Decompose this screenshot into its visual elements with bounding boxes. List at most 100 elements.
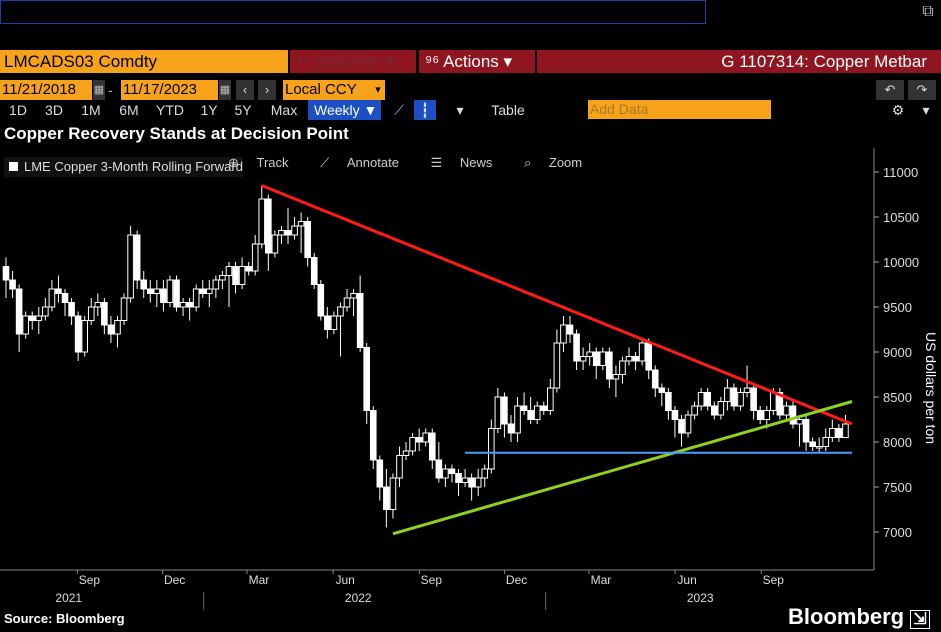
candle-body [573,333,580,362]
candle [658,383,666,406]
candle-body [796,419,803,425]
candle-body [651,369,659,389]
candle-body [547,387,554,411]
undo-icon[interactable]: ↶ [876,80,904,100]
currency-select[interactable]: Local CCY [283,80,371,100]
redo-icon[interactable]: ↷ [908,80,936,100]
command-line-input[interactable] [0,0,706,24]
calendar-icon[interactable]: ▦ [219,80,231,100]
candle-body [540,405,548,411]
annotate-label: Annotate [346,155,399,170]
end-date-field[interactable]: 11/17/2023 [121,80,218,100]
candle-body [114,320,121,335]
track-button[interactable]: ⊕ Track [228,155,303,170]
candle-body [520,405,528,411]
tf-ytd[interactable]: YTD [150,100,190,120]
candle [710,401,718,420]
tf-1m[interactable]: 1M [74,100,108,120]
candle [212,275,220,298]
candle [94,293,102,316]
candle [55,275,62,303]
candle-body [238,266,246,285]
prev-arrow-icon[interactable]: ‹ [236,80,254,100]
candle-body [645,342,652,371]
candlestick-icon[interactable]: ┇ [414,100,436,120]
candle-body [94,302,102,308]
candle-body [586,351,593,357]
candle-body [494,396,502,429]
candle [107,316,115,343]
candle [494,388,502,433]
candle [363,343,370,424]
chevron-down-icon[interactable]: ▾ [450,100,470,120]
source-note: Source: Bloomberg [4,611,125,626]
candle [383,469,390,528]
annotate-button[interactable]: ⟋ Annotate [320,155,413,170]
candle [481,464,489,487]
candle [566,316,574,343]
tf-1d[interactable]: 1D [4,100,32,120]
candle [822,428,830,451]
candle-body [822,437,830,447]
tf-6m[interactable]: 6M [112,100,146,120]
candle [396,446,403,487]
y-tick-label: 10500 [883,210,919,225]
candle [730,383,738,411]
candle [120,293,128,325]
x-tick-label: Sep [421,573,443,587]
tf-1y[interactable]: 1Y [194,100,224,120]
candle [671,406,679,438]
candle [2,257,10,298]
tf-3d[interactable]: 3D [38,100,70,120]
settings-icon[interactable]: ⚙ [888,100,908,120]
news-button[interactable]: ☰ News [431,155,507,170]
candle-body [127,234,134,299]
candle [271,230,279,258]
date-separator: - [108,82,113,98]
tf-5y[interactable]: 5Y [228,100,258,120]
chevron-down-icon[interactable]: ▾ [371,80,385,100]
brand-logo: Bloomberg ⇲ [788,604,930,630]
popout-icon[interactable]: ⧉ [922,3,934,20]
candle-body [28,315,36,321]
zoom-button[interactable]: ⌕ Zoom [524,155,596,170]
candle [376,455,384,501]
candle [317,280,325,321]
candle [579,347,587,370]
line-chart-icon[interactable]: ⟋ [388,100,410,120]
candle-body [842,423,849,438]
next-arrow-icon[interactable]: › [258,80,276,100]
candle-body [743,387,751,393]
candle [173,275,180,312]
chevron-down-icon[interactable]: ▾ [916,100,936,120]
plot-area [0,148,874,570]
periodicity-select[interactable]: Weekly ▼ [308,100,381,120]
candle-body [2,266,10,281]
candle-body [9,279,16,290]
candle [501,392,508,438]
add-data-input[interactable]: Add Data [588,100,771,119]
candle-body [383,486,390,510]
tf-max[interactable]: Max [264,100,304,120]
candle [829,419,836,442]
y-tick-label: 8000 [883,435,912,450]
table-button[interactable]: Table [480,100,536,120]
popout-icon[interactable]: ⇲ [910,610,930,629]
candle-body [356,293,364,348]
start-date-field[interactable]: 11/21/2018 [0,80,92,100]
candle [815,437,823,453]
candle-body [389,477,397,510]
discover-button[interactable]: ⁹⁶ Discover ▾ [290,50,416,73]
support-trendline [392,400,853,536]
candle [796,415,803,447]
candle [258,185,266,249]
candle-body [507,423,515,434]
ticker-field[interactable]: LMCADS03 Comdty [0,50,288,73]
candle-body [776,392,784,416]
candle-body [251,243,259,272]
candle-body [415,437,423,443]
candle [560,316,567,352]
calendar-icon[interactable]: ▦ [93,80,105,100]
candle [750,383,757,420]
actions-button[interactable]: ⁹⁶ Actions ▾ [419,50,535,73]
